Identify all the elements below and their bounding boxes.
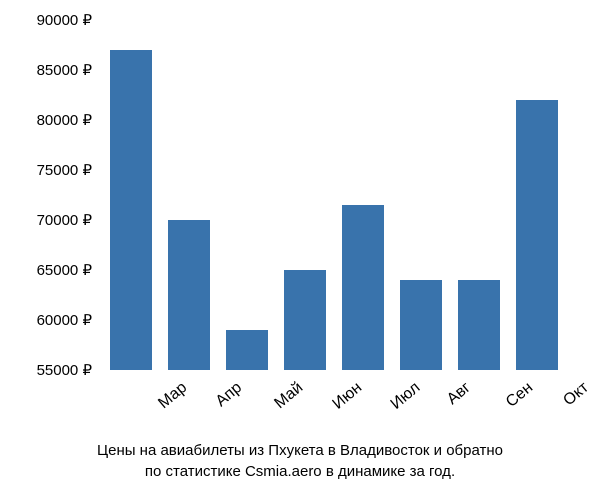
bar — [226, 330, 268, 370]
x-tick-label: Июн — [330, 379, 366, 414]
bars-group — [100, 20, 570, 370]
price-chart: 55000 ₽ 60000 ₽ 65000 ₽ 70000 ₽ 75000 ₽ 80000… — [0, 0, 600, 500]
y-tick-label: 85000 ₽ — [37, 61, 92, 79]
x-tick-label: Авг — [444, 379, 475, 409]
y-axis: 55000 ₽60000 ₽65000 ₽70000 ₽75000 ₽80000… — [0, 20, 100, 370]
x-axis: МарАпрМайИюнИюлАвгСенОкт — [100, 375, 570, 435]
y-tick-label: 80000 ₽ — [37, 111, 92, 129]
x-tick-label: Сен — [503, 379, 537, 412]
bar — [168, 220, 210, 370]
x-tick-label: Июл — [388, 379, 424, 414]
x-tick-label: Май — [271, 379, 307, 413]
y-tick-label: 60000 ₽ — [37, 311, 92, 329]
y-tick-label: 65000 ₽ — [37, 261, 92, 279]
bar — [284, 270, 326, 370]
y-tick-label: 70000 ₽ — [37, 211, 92, 229]
plot-area — [100, 20, 570, 370]
y-tick-label: 55000 ₽ — [37, 361, 92, 379]
caption-line-2: по статистике Csmia.aero в динамике за г… — [0, 461, 600, 482]
bar — [516, 100, 558, 370]
caption-line-1: Цены на авиабилеты из Пхукета в Владивос… — [0, 440, 600, 461]
bar — [458, 280, 500, 370]
bar — [400, 280, 442, 370]
x-tick-label: Окт — [560, 379, 592, 410]
y-tick-label: 90000 ₽ — [37, 11, 92, 29]
bar — [342, 205, 384, 370]
y-tick-label: 75000 ₽ — [37, 161, 92, 179]
x-tick-label: Апр — [213, 379, 246, 411]
bar — [110, 50, 152, 370]
chart-caption: Цены на авиабилеты из Пхукета в Владивос… — [0, 440, 600, 482]
x-tick-label: Мар — [155, 379, 191, 413]
